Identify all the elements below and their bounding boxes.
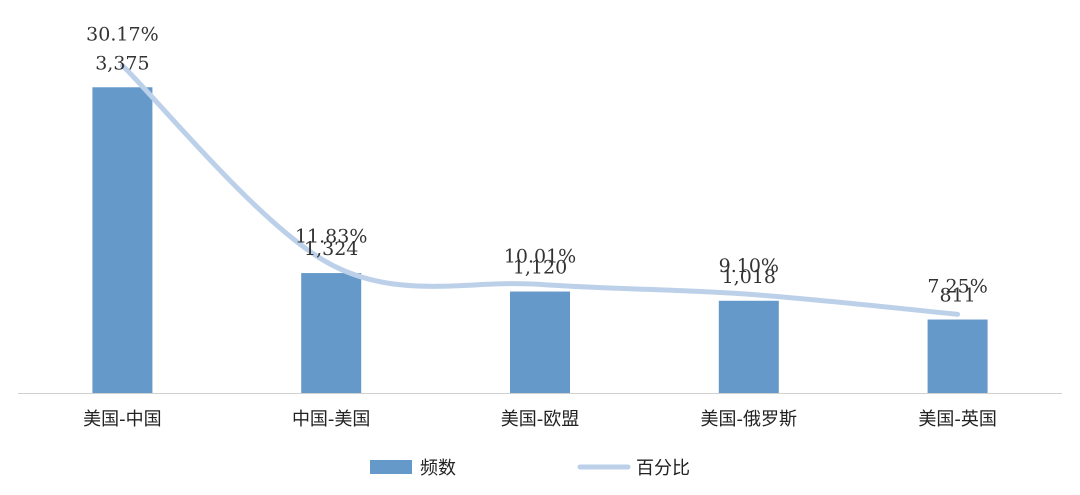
bar-value-label: 3,375 [95,52,149,74]
bar-3 [510,291,570,393]
bar-2 [301,273,362,393]
line-value-label: 7.25% [927,275,987,297]
bar-series [92,87,988,393]
line-value-labels: 30.17% 11.83% 10.01% 9.10% 7.25% [86,24,988,298]
bar-1 [92,87,153,393]
category-label: 美国-英国 [918,409,997,430]
legend: 频数 百分比 [370,458,690,479]
legend-label-bar: 频数 [420,458,456,479]
legend-label-line: 百分比 [636,458,690,479]
category-label: 美国-欧盟 [501,409,580,430]
category-label: 美国-中国 [83,409,162,430]
category-label: 美国-俄罗斯 [701,409,798,430]
line-value-label: 10.01% [504,245,576,267]
line-value-label: 9.10% [719,255,779,277]
line-value-label: 30.17% [86,24,158,46]
bar-value-label: 1,324 [304,238,358,260]
bar-5 [927,319,988,393]
legend-swatch-bar [370,460,412,474]
bar-4 [718,300,779,393]
bar-value-label: 1,120 [513,257,567,279]
category-labels: 美国-中国 中国-美国 美国-欧盟 美国-俄罗斯 美国-英国 [83,409,997,430]
percentage-line [119,63,961,317]
bar-value-label: 811 [939,285,975,307]
bar-value-labels: 3,375 1,324 1,120 1,018 811 [95,52,976,306]
line-value-label: 11.83% [295,226,367,248]
category-label: 中国-美国 [292,409,371,430]
bar-value-label: 1,018 [722,266,776,288]
